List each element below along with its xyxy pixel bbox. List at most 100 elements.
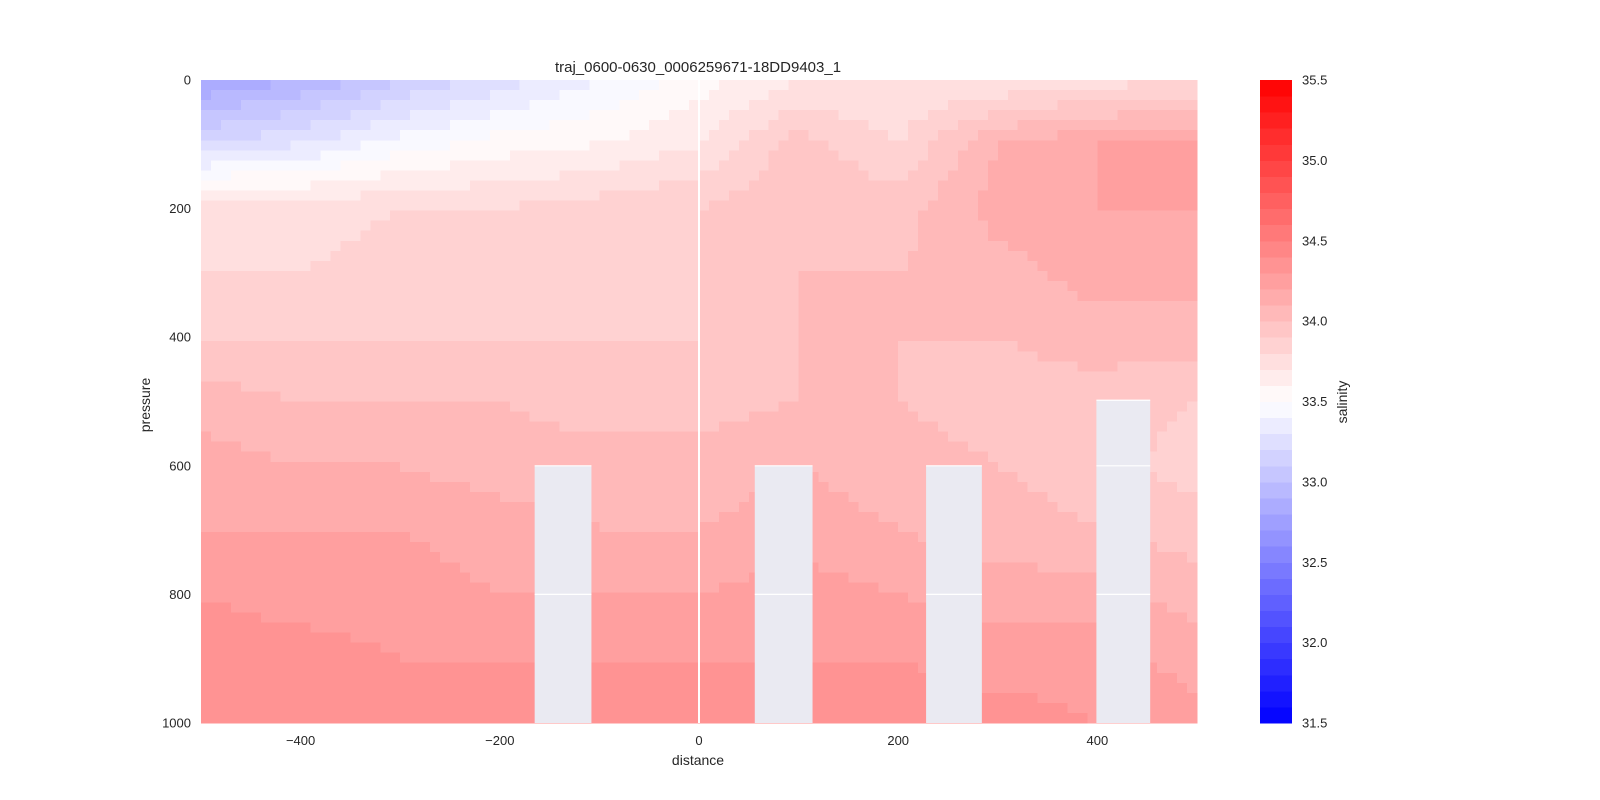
salinity-cell <box>390 110 401 121</box>
salinity-cell <box>818 170 830 182</box>
salinity-cell <box>738 622 750 634</box>
salinity-cell <box>738 170 750 182</box>
salinity-cell <box>948 311 959 322</box>
salinity-cell <box>519 140 531 151</box>
salinity-cell <box>708 441 720 453</box>
salinity-cell <box>230 471 242 483</box>
salinity-cell <box>858 632 869 644</box>
salinity-cell <box>818 140 830 151</box>
salinity-cell <box>410 562 421 573</box>
salinity-cell <box>699 110 710 121</box>
salinity-cell <box>450 130 461 141</box>
salinity-cell <box>559 441 571 453</box>
salinity-cell <box>410 301 421 312</box>
salinity-cell <box>878 150 889 161</box>
salinity-cell <box>220 230 232 242</box>
salinity-cell <box>270 130 282 141</box>
salinity-cell <box>380 130 391 141</box>
salinity-cell <box>340 110 351 121</box>
salinity-cell <box>310 100 322 111</box>
salinity-cell <box>579 290 591 302</box>
salinity-cell <box>469 270 481 282</box>
salinity-cell <box>230 240 242 252</box>
salinity-cell <box>868 140 879 151</box>
salinity-cell <box>639 80 650 91</box>
salinity-cell <box>888 311 899 322</box>
salinity-cell <box>938 210 949 222</box>
salinity-cell <box>728 562 740 573</box>
salinity-cell <box>699 451 710 463</box>
salinity-cell <box>290 692 302 704</box>
salinity-cell <box>818 501 830 513</box>
salinity-cell <box>320 391 332 403</box>
salinity-cell <box>728 582 740 593</box>
salinity-cell <box>619 180 630 192</box>
salinity-cell <box>240 451 252 463</box>
salinity-cell <box>589 552 600 563</box>
salinity-cell <box>410 692 421 704</box>
salinity-cell <box>689 471 700 483</box>
salinity-cell <box>689 90 700 101</box>
salinity-cell <box>410 471 421 483</box>
salinity-cell <box>559 331 571 342</box>
salinity-cell <box>768 90 780 101</box>
salinity-cell <box>529 190 541 202</box>
salinity-cell <box>320 250 332 262</box>
salinity-cell <box>967 260 979 272</box>
salinity-cell <box>838 140 849 151</box>
salinity-cell <box>579 431 591 443</box>
salinity-cell <box>250 612 262 624</box>
salinity-cell <box>410 361 421 372</box>
salinity-cell <box>888 682 899 694</box>
salinity-cell <box>479 301 491 312</box>
salinity-cell <box>689 682 700 694</box>
salinity-cell <box>499 411 511 423</box>
salinity-cell <box>420 602 431 614</box>
salinity-cell <box>589 532 600 543</box>
salinity-cell <box>400 471 411 483</box>
salinity-cell <box>240 381 252 393</box>
salinity-cell <box>838 712 849 724</box>
salinity-cell <box>898 220 909 232</box>
salinity-cell <box>270 230 282 242</box>
salinity-cell <box>639 602 650 614</box>
salinity-cell <box>370 431 381 443</box>
salinity-cell <box>828 401 840 413</box>
salinity-cell <box>310 140 322 151</box>
salinity-cell <box>469 542 481 553</box>
salinity-cell <box>708 532 720 543</box>
salinity-cell <box>499 441 511 453</box>
salinity-cell <box>290 160 302 172</box>
salinity-cell <box>599 421 610 433</box>
salinity-cell <box>818 210 830 222</box>
salinity-cell <box>330 532 342 543</box>
salinity-cell <box>768 150 780 161</box>
salinity-cell <box>440 602 451 614</box>
salinity-cell <box>489 381 501 393</box>
salinity-cell <box>908 170 919 182</box>
salinity-cell <box>748 461 760 473</box>
salinity-cell <box>599 110 610 121</box>
salinity-cell <box>330 632 342 644</box>
salinity-cell <box>250 491 262 503</box>
salinity-cell <box>519 441 531 453</box>
salinity-cell <box>230 391 242 403</box>
salinity-cell <box>858 471 869 483</box>
salinity-cell <box>230 230 242 242</box>
salinity-cell <box>599 80 610 91</box>
salinity-cell <box>400 542 411 553</box>
salinity-cell <box>250 381 262 393</box>
salinity-cell <box>798 311 810 322</box>
salinity-cell <box>220 552 232 563</box>
salinity-cell <box>499 692 511 704</box>
salinity-cell <box>559 140 571 151</box>
salinity-cell <box>519 481 531 493</box>
salinity-cell <box>708 542 720 553</box>
salinity-cell <box>569 130 581 141</box>
salinity-cell <box>868 421 879 433</box>
salinity-cell <box>888 471 899 483</box>
salinity-cell <box>609 260 620 272</box>
salinity-cell <box>589 632 600 644</box>
salinity-cell <box>380 522 391 533</box>
salinity-cell <box>818 532 830 543</box>
